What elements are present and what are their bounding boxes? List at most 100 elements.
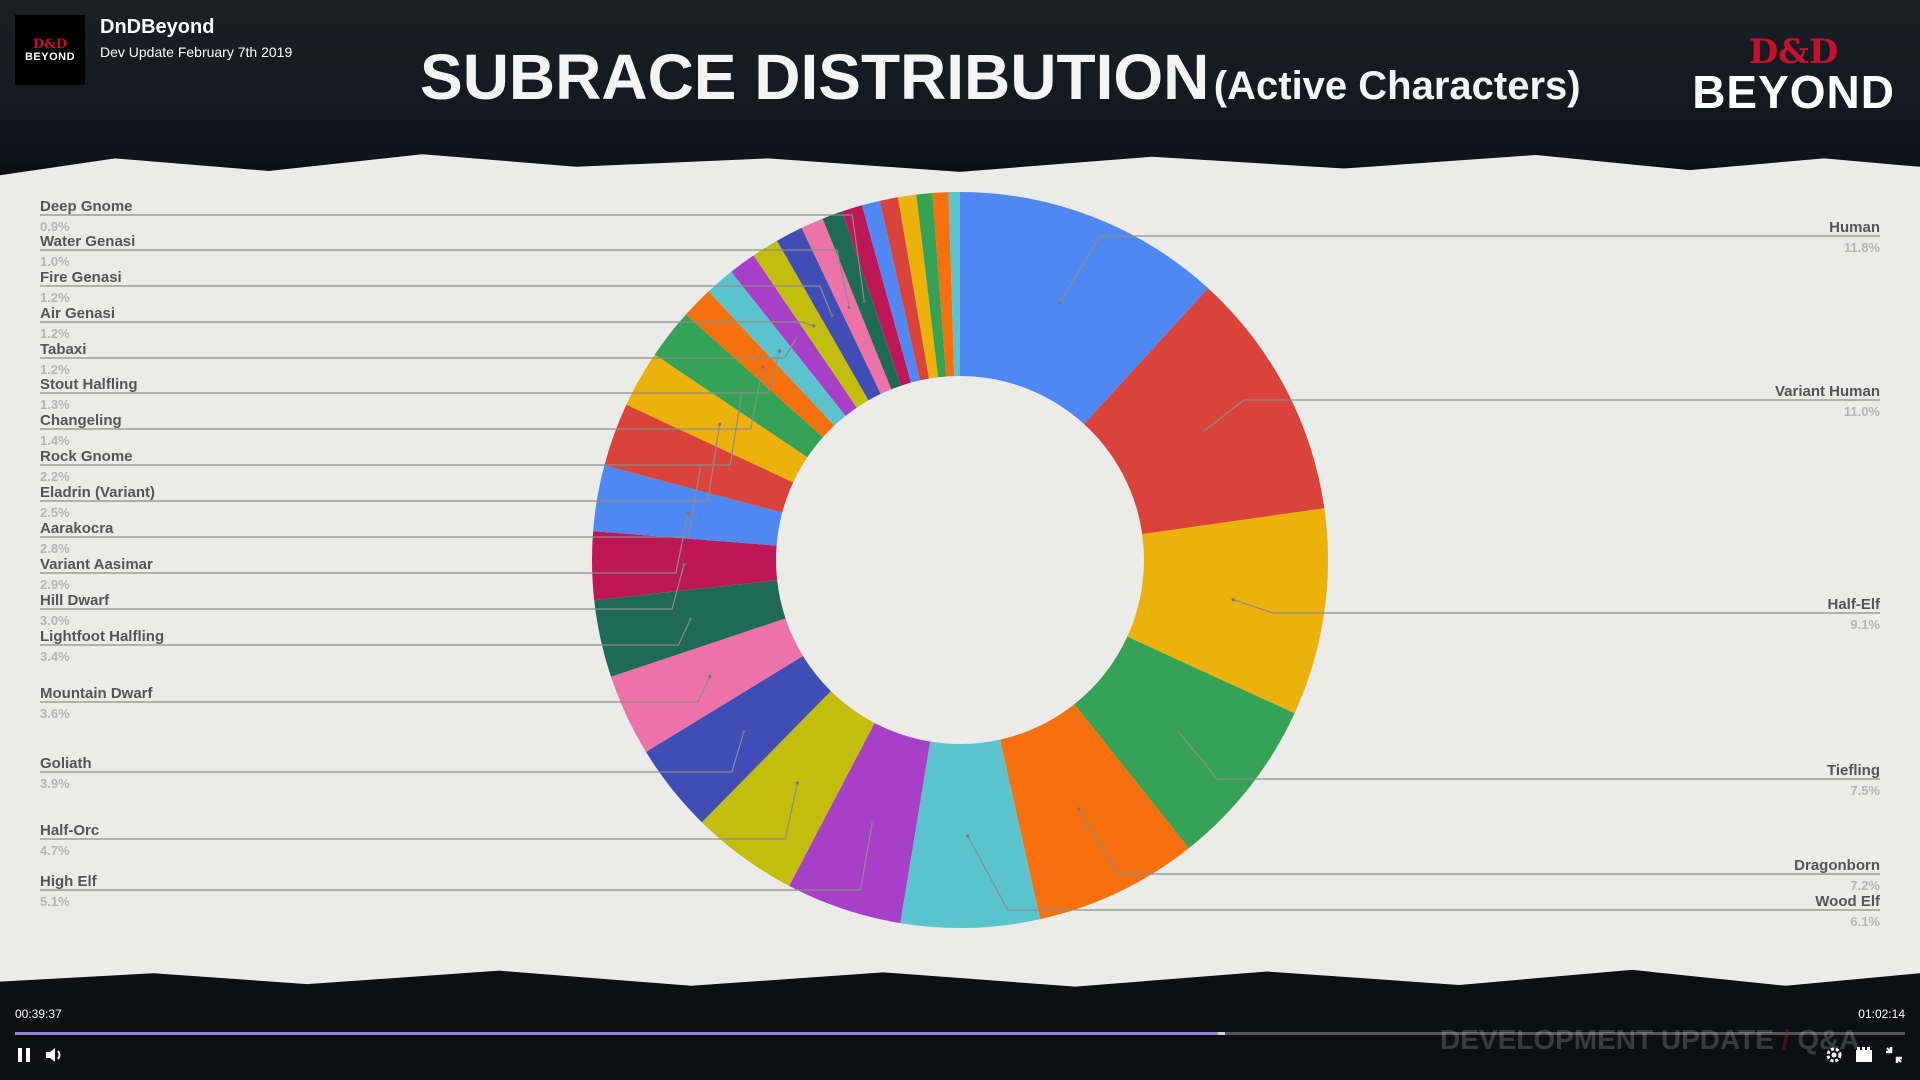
label-tabaxi: Tabaxi [40, 341, 86, 358]
slide-title-main: SUBRACE DISTRIBUTION [420, 41, 1210, 113]
label-changeling: Changeling [40, 412, 122, 429]
slice-eladrin-variant [626, 354, 808, 483]
slice-deep-gnome [822, 211, 902, 390]
percent-eladrin-variant: 2.5% [40, 505, 70, 520]
theater-mode-icon[interactable] [1853, 1044, 1875, 1066]
percent-deep-gnome: 0.9% [40, 219, 70, 234]
slide-watermark: DEVELOPMENT UPDATE / Q&A [1440, 1024, 1860, 1056]
label-lightfoot-halfling: Lightfoot Halfling [40, 628, 164, 645]
percent-variant-aasimar: 2.9% [40, 577, 70, 592]
callout-line-high-elf [40, 821, 874, 891]
callout-line-eladrin-variant [40, 424, 721, 502]
callout-line-aarakocra [40, 465, 702, 538]
label-half-orc: Half-Orc [40, 822, 99, 839]
percent-half-orc: 4.7% [40, 843, 70, 858]
label-stout-halfling: Stout Halfling [40, 376, 138, 393]
percent-air-genasi: 1.2% [40, 326, 70, 341]
percent-stout-halfling: 1.3% [40, 397, 70, 412]
percent-wood-elf: 6.1% [1850, 914, 1880, 929]
callout-anchor-stout-halfling [778, 349, 782, 353]
slice-unlabeled-24 [861, 200, 920, 383]
brand-logo-text: BEYOND [1692, 66, 1895, 118]
exit-fullscreen-icon[interactable] [1883, 1044, 1905, 1066]
slice-tiefling [1074, 636, 1295, 849]
callout-line-stout-halfling [40, 350, 781, 394]
percent-water-genasi: 1.0% [40, 254, 70, 269]
callout-line-hill-dwarf [40, 564, 685, 610]
settings-icon[interactable] [1823, 1044, 1845, 1066]
callout-line-air-genasi [40, 321, 815, 327]
callout-line-mountain-dwarf [40, 676, 711, 703]
watermark-tail: Q&A [1797, 1024, 1860, 1055]
slice-variant-human [1084, 288, 1325, 535]
label-half-elf: Half-Elf [1828, 596, 1882, 613]
callout-line-variant-human [1203, 399, 1880, 432]
percent-half-elf: 9.1% [1850, 617, 1880, 632]
slice-lightfoot-halfling [594, 580, 786, 677]
percent-changeling: 1.4% [40, 433, 70, 448]
callout-line-tabaxi [40, 337, 798, 359]
channel-logo-text: BEYOND [24, 50, 76, 63]
channel-name[interactable]: DnDBeyond [100, 16, 215, 38]
percent-fire-genasi: 1.2% [40, 290, 70, 305]
slice-tabaxi [731, 255, 857, 416]
label-variant-aasimar: Variant Aasimar [40, 556, 153, 573]
callout-line-tiefling [1176, 729, 1880, 780]
label-eladrin-variant: Eladrin (Variant) [40, 484, 155, 501]
slice-human [960, 192, 1209, 425]
callout-anchor-goliath [742, 729, 746, 734]
current-time: 00:39:37 [15, 1007, 62, 1021]
label-high-elf: High Elf [40, 873, 98, 890]
percent-variant-human: 11.0% [1844, 404, 1881, 419]
callout-anchor-deep-gnome [862, 299, 866, 303]
callout-line-dragonborn [1078, 808, 1880, 875]
callout-anchor-tiefling [1175, 728, 1179, 732]
progress-played [15, 1032, 1218, 1035]
percent-aarakocra: 2.8% [40, 541, 70, 556]
slide-title: SUBRACE DISTRIBUTION (Active Characters) [420, 40, 1581, 114]
channel-logo-mark: D&D [32, 36, 68, 52]
slice-high-elf [789, 722, 931, 924]
callout-anchor-air-genasi [812, 324, 816, 328]
callout-anchor-tabaxi [795, 335, 799, 340]
label-aarakocra: Aarakocra [40, 520, 114, 537]
video-title[interactable]: Dev Update February 7th 2019 [100, 44, 293, 60]
callout-line-half-elf [1232, 599, 1880, 614]
slice-mountain-dwarf [611, 618, 804, 752]
label-rock-gnome: Rock Gnome [40, 448, 133, 465]
total-time: 01:02:14 [1858, 1007, 1905, 1021]
label-mountain-dwarf: Mountain Dwarf [40, 685, 153, 702]
percent-lightfoot-halfling: 3.4% [40, 649, 70, 664]
progress-bar[interactable] [15, 1032, 1905, 1035]
channel-avatar[interactable]: D&D BEYOND [15, 15, 85, 85]
slice-fire-genasi [777, 227, 881, 401]
volume-icon[interactable] [43, 1044, 65, 1066]
callout-line-lightfoot-halfling [40, 618, 691, 646]
slice-unlabeled-26 [897, 194, 939, 379]
label-deep-gnome: Deep Gnome [40, 198, 133, 215]
slide-title-subtitle: (Active Characters) [1213, 64, 1581, 108]
slide-header-band [0, 0, 1920, 165]
label-hill-dwarf: Hill Dwarf [40, 592, 110, 609]
percent-dragonborn: 7.2% [1850, 878, 1880, 893]
slice-dragonborn [1000, 704, 1189, 920]
percent-hill-dwarf: 3.0% [40, 613, 70, 628]
pause-icon[interactable] [13, 1044, 35, 1066]
percent-tiefling: 7.5% [1850, 783, 1880, 798]
callout-anchor-rock-gnome [740, 388, 744, 393]
label-wood-elf: Wood Elf [1815, 893, 1881, 910]
slice-unlabeled-27 [916, 193, 947, 378]
label-dragonborn: Dragonborn [1794, 857, 1880, 874]
percent-high-elf: 5.1% [40, 894, 70, 909]
brand-logo-mark: D&D [1748, 32, 1839, 72]
slice-air-genasi [753, 240, 869, 408]
slice-aarakocra [604, 404, 794, 513]
label-goliath: Goliath [40, 755, 92, 772]
slice-unlabeled-28 [932, 192, 955, 377]
callout-anchor-wood-elf [966, 834, 970, 838]
callout-anchor-variant-aasimar [686, 511, 690, 516]
label-air-genasi: Air Genasi [40, 305, 115, 322]
slice-goliath [646, 655, 831, 823]
